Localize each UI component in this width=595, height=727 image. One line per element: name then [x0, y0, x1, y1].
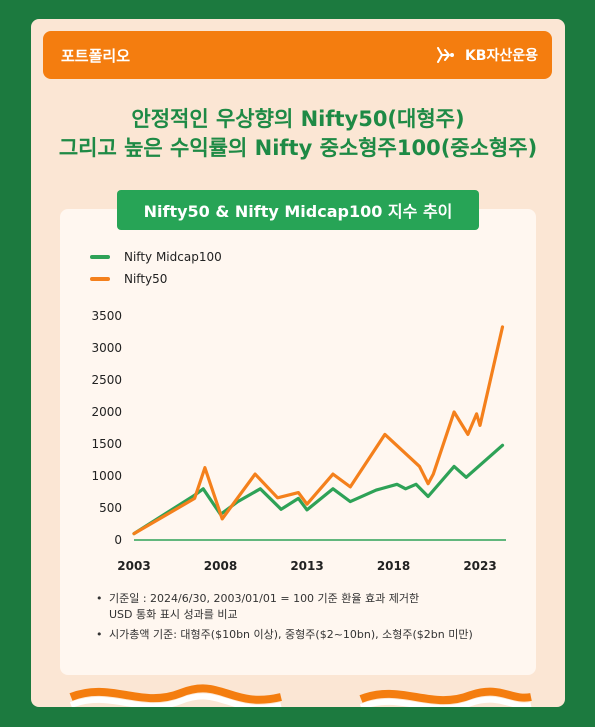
headline-line-1: 안정적인 우상향의 Nifty50(대형주)	[131, 107, 465, 131]
y-tick-label-0: 0	[114, 533, 122, 547]
x-tick-label-2018: 2018	[377, 559, 410, 573]
chart-legend: Nifty Midcap100 Nifty50	[90, 246, 222, 290]
legend-label-nifty50: Nifty50	[124, 272, 168, 286]
y-tick-label-500: 500	[99, 501, 122, 515]
legend-swatch-midcap	[90, 255, 110, 259]
kb-star-logo-icon	[436, 47, 454, 63]
x-tick-label-2013: 2013	[290, 559, 323, 573]
portfolio-card: 포트폴리오 KB자산운용 안정적인 우상향의 Nifty50(대형주) 그리고 …	[31, 19, 565, 707]
x-tick-label-2008: 2008	[204, 559, 237, 573]
note-market-cap: 시가총액 기준: 대형주($10bn 이상), 중형주($2~10bn), 소형…	[96, 627, 516, 643]
note-base-date-line-2: USD 통화 표시 성과를 비교	[109, 608, 238, 621]
brand-name: KB자산운용	[464, 48, 538, 64]
header-title: 포트폴리오	[61, 46, 131, 65]
x-tick-label-2023: 2023	[463, 559, 496, 573]
legend-item-nifty50: Nifty50	[90, 268, 222, 290]
chart-title: Nifty50 & Nifty Midcap100 지수 추이	[117, 190, 479, 230]
y-tick-label-2000: 2000	[91, 405, 122, 419]
legend-item-midcap: Nifty Midcap100	[90, 246, 222, 268]
header-bar: 포트폴리오 KB자산운용	[43, 31, 552, 79]
headline: 안정적인 우상향의 Nifty50(대형주) 그리고 높은 수익률의 Nifty…	[31, 105, 565, 163]
y-tick-label-3000: 3000	[91, 341, 122, 355]
legend-swatch-nifty50	[90, 277, 110, 281]
chart-notes: 기준일 : 2024/6/30, 2003/01/01 = 100 기준 환율 …	[96, 591, 516, 647]
note-market-cap-text: 시가총액 기준: 대형주($10bn 이상), 중형주($2~10bn), 소형…	[109, 628, 473, 641]
legend-label-midcap: Nifty Midcap100	[124, 250, 222, 264]
brand: KB자산운용	[435, 45, 538, 65]
headline-line-2: 그리고 높은 수익률의 Nifty 중소형주100(중소형주)	[58, 136, 538, 160]
x-tick-label-2003: 2003	[117, 559, 150, 573]
line-chart: 0 500 1000 1500 2000 2500 3000 3500 2003 2008 2013…	[91, 309, 506, 573]
y-tick-label-1500: 1500	[91, 437, 122, 451]
y-tick-label-1000: 1000	[91, 469, 122, 483]
y-tick-label-2500: 2500	[91, 373, 122, 387]
series-line-nifty50	[132, 325, 505, 536]
chart-panel: Nifty Midcap100 Nifty50 0 500 1000 1500 2000…	[60, 209, 536, 675]
y-tick-label-3500: 3500	[91, 309, 122, 323]
ribbon-decoration-icon	[69, 684, 532, 707]
note-base-date-line-1: 기준일 : 2024/6/30, 2003/01/01 = 100 기준 환율 …	[109, 592, 420, 605]
note-base-date: 기준일 : 2024/6/30, 2003/01/01 = 100 기준 환율 …	[96, 591, 516, 623]
